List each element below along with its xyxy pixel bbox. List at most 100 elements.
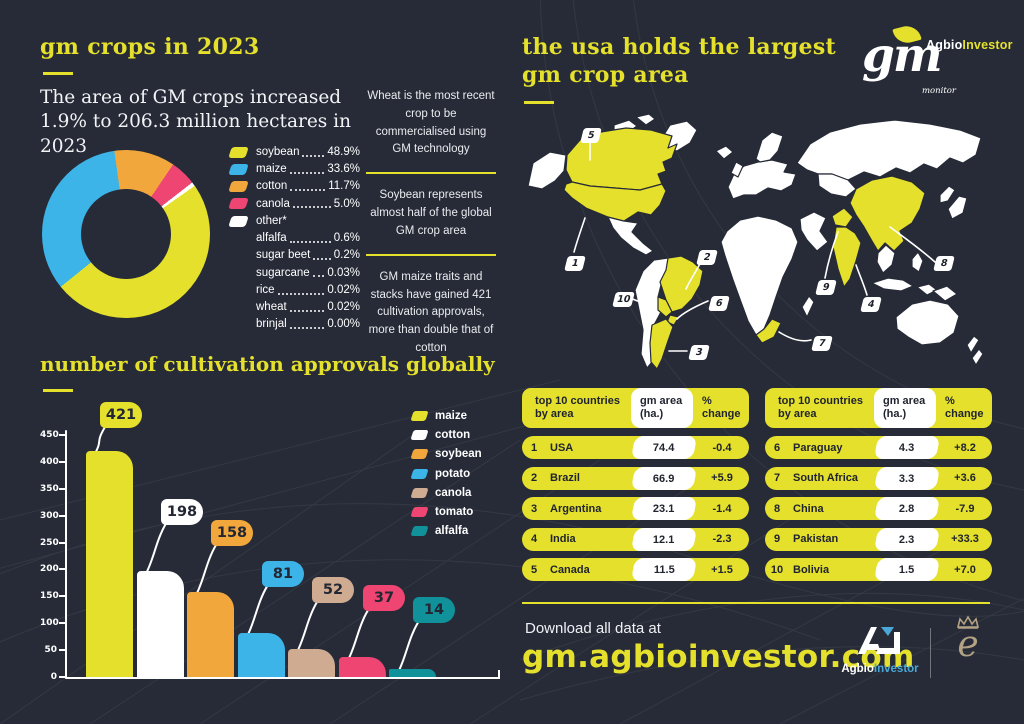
cell-country: India [550, 533, 576, 545]
legend-subitem: rice 0.02% [228, 284, 360, 297]
bar-legend-item: maize [410, 410, 482, 422]
cell-country: China [793, 502, 824, 515]
bar-legend-item: canola [410, 487, 482, 499]
brand-agbio: Agbio [926, 38, 963, 52]
cell-country: Canada [550, 563, 590, 576]
y-axis-tick-label: 300 [40, 510, 59, 521]
map-marker-brazil: 2 [696, 250, 718, 265]
bar-value-flag: 198 [161, 498, 203, 525]
y-axis-tick-label: 350 [40, 483, 59, 494]
table-row: 2 Brazil 66.9 +5.9 [522, 466, 749, 490]
gm-logo-word: gm [862, 28, 943, 83]
y-axis-tick [59, 487, 66, 490]
legend-label: soybean [256, 146, 300, 158]
table-row: 6 Paraguay 4.3 +8.2 [765, 436, 992, 459]
cell-area-value: 3.3 [899, 472, 915, 484]
legend-value: 0.00% [327, 318, 360, 331]
philippines [911, 251, 924, 273]
legend-subitem: wheat 0.02% [228, 301, 360, 314]
cell-area: 66.9 [630, 466, 698, 490]
legend-swatch [410, 411, 429, 421]
legend-label: rice [256, 283, 275, 296]
top10-table-right: top 10 countries by area gm area (ha.) % c… [765, 388, 992, 589]
legend-leader [289, 171, 325, 174]
table-row: 10 Bolivia 1.5 +7.0 [765, 558, 992, 581]
cell-change: -2.3 [712, 533, 732, 545]
legend-subitem: sugar beet 0.2% [228, 249, 360, 262]
cell-country: USA [550, 441, 574, 454]
map-marker-china: 8 [933, 256, 955, 271]
legend-subitem: alfalfa 0.6% [228, 232, 360, 245]
cell-change: -1.4 [712, 502, 732, 515]
cell-area-value: 12.1 [653, 533, 675, 545]
y-axis-tick [59, 434, 66, 436]
cell-area: 2.8 [873, 497, 941, 520]
top10-table-left: top 10 countries by area gm area (ha.) % c… [522, 388, 749, 589]
japan [947, 195, 968, 220]
marker-leader-lines [573, 141, 936, 352]
legend-subitem: brinjal 0.00% [228, 318, 360, 331]
map-marker-india: 4 [860, 297, 882, 312]
legend-value: 33.6% [327, 163, 360, 176]
y-axis-tick-label: 0 [50, 672, 57, 682]
title-underline [524, 101, 554, 104]
legend-label: canola [256, 197, 290, 210]
bolivia [657, 296, 673, 318]
map-marker-pakistan: 9 [815, 280, 837, 295]
indonesia-east [916, 283, 938, 296]
section-title-gm-crops: gm crops in 2023 [40, 34, 260, 60]
cell-change: -0.4 [712, 441, 732, 454]
fact-text: GM maize traits and stacks have gained 4… [368, 270, 494, 354]
legend-leader [292, 206, 331, 209]
africa [720, 215, 799, 336]
legend-swatch [228, 198, 249, 210]
y-axis-line [65, 430, 67, 678]
legend-value: 11.7% [328, 180, 360, 193]
agbioinvestor-monogram-icon [858, 627, 900, 654]
table-row: 1 USA 74.4 -0.4 [522, 436, 749, 459]
legend-label: other* [256, 214, 287, 227]
russia [796, 119, 982, 181]
argentina [649, 318, 674, 370]
brand-investor: Investor [962, 38, 1013, 52]
new-zealand-s [971, 348, 984, 366]
y-axis-tick [59, 568, 66, 571]
legend-leader [277, 292, 325, 295]
map-marker-paraguay: 6 [708, 296, 730, 311]
y-axis-tick [59, 595, 66, 598]
cell-rank: 3 [530, 502, 538, 515]
y-axis-tick-label: 200 [40, 564, 59, 575]
gm-logo-monitor: monitor [922, 86, 956, 96]
cell-change: -7.9 [955, 502, 975, 515]
download-label: Download all data at [525, 620, 661, 637]
cell-area-value: 1.5 [899, 563, 915, 576]
fact-separator [366, 172, 496, 175]
table-row: 9 Pakistan 2.3 +33.3 [765, 527, 992, 551]
agbioinvestor-wordmark-footer: AgbioInvestor [836, 663, 924, 675]
cell-rank: 6 [773, 441, 781, 454]
bar-value-flag: 158 [211, 520, 253, 547]
indonesia [871, 277, 914, 292]
bar-value-flag: 52 [312, 577, 354, 604]
y-axis-tick [59, 514, 66, 517]
col-header-country: top 10 countries by area [535, 395, 620, 420]
title-underline [43, 389, 73, 392]
south-africa [755, 318, 782, 344]
brazil [659, 255, 704, 313]
korea-japan [939, 185, 956, 204]
donut-legend: soybean 48.9% maize 33.6% cotton 11.7% canola 5… [228, 146, 360, 336]
bar-value-flag: 421 [100, 402, 142, 428]
cell-area: 3.3 [873, 466, 941, 490]
cell-country: Bolivia [793, 563, 830, 576]
legend-leader [302, 154, 325, 157]
uk [730, 161, 744, 178]
legend-item: maize 33.6% [228, 163, 360, 176]
col-header-change: % change [945, 395, 984, 420]
bar-alfalfa [389, 669, 436, 677]
cell-area: 4.3 [873, 436, 941, 459]
cell-area: 74.4 [630, 436, 698, 459]
fact-separator [366, 253, 496, 256]
world-map-svg [527, 113, 984, 370]
site-url-link[interactable]: gm.agbioinvestor.com [522, 639, 915, 675]
fact-text: Soybean represents almost half of the gl… [370, 189, 492, 237]
